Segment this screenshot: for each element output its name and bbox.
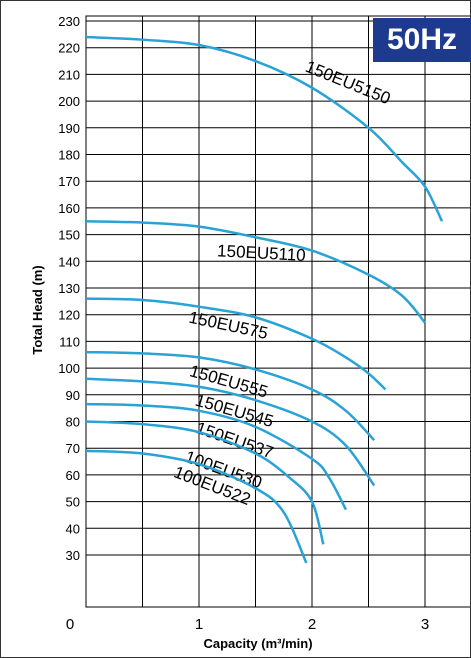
series-line-150EU575 [85, 297, 387, 391]
series-line-150EU545 [85, 377, 376, 487]
y-tick-label: 100 [58, 361, 80, 376]
y-tick-label: 70 [66, 441, 80, 456]
y-tick-label: 80 [66, 415, 80, 430]
y-tick-label: 230 [58, 14, 80, 29]
y-tick-label: 160 [58, 201, 80, 216]
series-line-100EU530 [85, 420, 325, 545]
y-tick-label: 40 [66, 521, 80, 536]
series-label-150EU5110: 150EU5110 [217, 241, 306, 265]
series-line-150EU5150 [85, 35, 444, 222]
series-label-150EU5150: 150EU5150 [303, 57, 393, 108]
series-line-150EU537 [85, 402, 348, 511]
frequency-badge: 50Hz [373, 18, 471, 62]
y-tick-label: 90 [66, 388, 80, 403]
plot-area [85, 15, 471, 608]
series-line-150EU555 [85, 350, 376, 442]
x-tick-label: 2 [308, 616, 316, 633]
x-axis-label: Capacity (m³/min) [203, 636, 312, 651]
y-tick-label: 150 [58, 228, 80, 243]
grid [85, 15, 471, 608]
x-tick-label: 1 [195, 616, 203, 633]
y-tick-label: 140 [58, 254, 80, 269]
y-tick-label: 50 [66, 495, 80, 510]
x-tick-label: 0 [66, 616, 74, 633]
series-line-100EU522 [85, 449, 308, 564]
y-tick-label: 180 [58, 148, 80, 163]
y-axis-label: Total Head (m) [30, 265, 45, 354]
y-tick-label: 130 [58, 281, 80, 296]
series-label-150EU575: 150EU575 [187, 308, 270, 343]
y-tick-label: 30 [66, 548, 80, 563]
y-tick-label: 190 [58, 121, 80, 136]
y-tick-label: 170 [58, 174, 80, 189]
y-tick-label: 210 [58, 67, 80, 82]
y-tick-label: 120 [58, 308, 80, 323]
y-tick-label: 110 [59, 334, 80, 349]
series-line-150EU5110 [85, 220, 426, 324]
y-tick-label: 200 [58, 94, 80, 109]
tick-labels: 3040506070809010011012013014015016017018… [58, 14, 429, 633]
curves: 150EU5150150EU5110150EU575150EU555150EU5… [85, 35, 444, 564]
y-tick-label: 220 [58, 41, 80, 56]
x-tick-label: 3 [421, 616, 429, 633]
y-tick-label: 60 [66, 468, 80, 483]
